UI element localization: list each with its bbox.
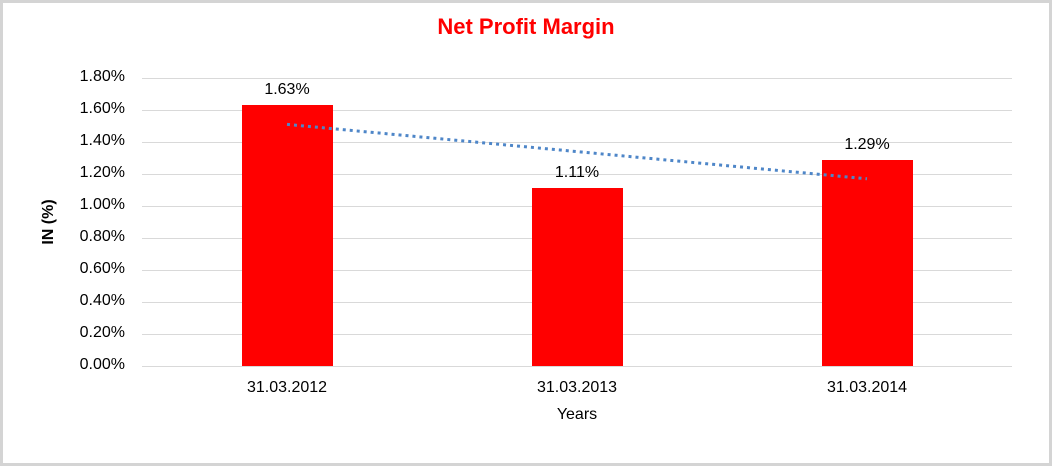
x-tick-label: 31.03.2013 xyxy=(536,379,618,396)
y-tick-label: 0.60% xyxy=(79,260,125,277)
chart-title: Net Profit Margin xyxy=(437,14,615,39)
x-axis-title: Years xyxy=(556,406,598,423)
y-tick-label: 0.00% xyxy=(79,356,125,373)
y-tick-label: 1.40% xyxy=(79,132,125,149)
bar xyxy=(241,105,333,366)
y-tick-label: 1.00% xyxy=(79,196,125,213)
bar-value-label: 1.11% xyxy=(554,164,600,182)
bar-value-label: 1.29% xyxy=(844,135,890,153)
y-tick-label: 0.40% xyxy=(79,292,125,309)
x-tick-label: 31.03.2012 xyxy=(246,379,328,396)
y-tick-label: 1.80% xyxy=(79,68,125,85)
bar xyxy=(531,188,623,366)
y-tick-label: 1.20% xyxy=(79,164,125,181)
bar-value-label: 1.63% xyxy=(264,81,310,99)
gridline xyxy=(142,109,1012,111)
y-tick-label: 1.60% xyxy=(79,100,125,117)
gridline xyxy=(142,77,1012,79)
bar xyxy=(821,159,913,366)
x-tick-label: 31.03.2014 xyxy=(826,379,908,396)
gridline xyxy=(142,365,1012,367)
y-tick-label: 0.80% xyxy=(79,228,125,245)
y-tick-label: 0.20% xyxy=(79,324,125,341)
